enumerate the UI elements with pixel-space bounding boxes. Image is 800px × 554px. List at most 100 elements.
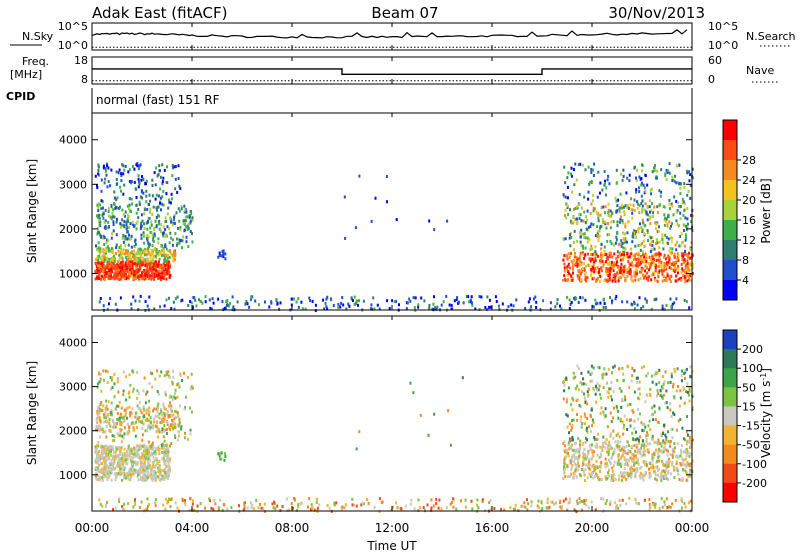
rti-cell (673, 396, 676, 400)
rti-cell (96, 468, 99, 472)
rti-cell (140, 224, 143, 228)
rti-cell (158, 214, 160, 218)
rti-cell (629, 247, 632, 251)
rti-cell (659, 194, 662, 198)
rti-cell (455, 507, 458, 511)
rti-cell (158, 452, 161, 456)
rti-cell (174, 232, 177, 236)
rti-cell (634, 438, 637, 442)
rti-cell (146, 238, 149, 242)
rti-cell (125, 398, 128, 402)
rti-cell (96, 203, 99, 207)
rti-cell (524, 505, 527, 509)
rti-cell (635, 445, 638, 449)
rti-cell (640, 202, 643, 205)
rti-cell (653, 260, 656, 264)
rti-cell (406, 301, 409, 305)
noise-sky-series (91, 29, 688, 39)
rti-cell (167, 413, 170, 417)
rti-cell (189, 497, 192, 501)
rti-cell (652, 503, 655, 507)
rti-cell (169, 201, 172, 205)
rti-cell (96, 214, 98, 218)
rti-cell (525, 498, 528, 502)
rti-cell (683, 223, 686, 227)
rti-cell (141, 219, 144, 223)
rti-cell (622, 255, 625, 259)
rti-cell (376, 303, 379, 307)
rti-cell (660, 264, 663, 267)
rti-cell (191, 386, 194, 390)
rti-cell (164, 264, 167, 267)
rti-cell (652, 214, 654, 218)
rti-cell (664, 216, 666, 220)
rti-cell (608, 272, 611, 276)
rti-cell (145, 478, 148, 481)
rti-cell (123, 460, 126, 464)
rti-cell (109, 376, 112, 379)
rti-cell (583, 453, 586, 457)
rti-cell (576, 500, 579, 504)
rti-cell (165, 265, 168, 269)
rti-cell (594, 245, 597, 249)
rti-cell (155, 456, 158, 460)
rti-cell (133, 167, 136, 171)
rti-cell (178, 417, 181, 421)
rti-cell (677, 384, 679, 388)
rti-cell (681, 267, 684, 271)
rti-cell (678, 182, 681, 186)
rti-cell (163, 424, 166, 427)
rti-cell (219, 498, 222, 502)
rti-cell (147, 245, 150, 249)
rti-cell (588, 237, 591, 241)
rti-cell (446, 219, 449, 223)
rti-cell (622, 471, 625, 475)
rti-cell (616, 461, 619, 465)
rti-cell (131, 469, 134, 473)
rti-cell (657, 275, 660, 279)
rti-cell (110, 469, 113, 473)
rti-cell (151, 259, 154, 263)
rti-cell (156, 390, 159, 393)
rti-cell (345, 307, 348, 311)
rti-cell (470, 295, 473, 299)
rti-cell (585, 279, 588, 283)
rti-cell (610, 220, 613, 224)
rti-cell (134, 471, 137, 475)
rti-cell (641, 218, 644, 222)
rti-cell (120, 469, 123, 473)
rti-cell (116, 411, 119, 415)
rti-cell (623, 395, 626, 399)
rti-cell (226, 303, 229, 307)
rti-cell (614, 196, 617, 200)
rti-cell (625, 477, 628, 481)
rti-cell (602, 445, 605, 449)
rti-cell (535, 300, 538, 304)
rti-cell (649, 257, 652, 261)
rti-cell (587, 452, 590, 456)
rti-cell (597, 170, 600, 174)
rti-cell (617, 416, 620, 420)
rti-cell (140, 461, 143, 465)
rti-cell (107, 166, 110, 170)
rti-cell (501, 302, 504, 306)
rti-cell (610, 380, 613, 384)
rti-cell (94, 445, 97, 449)
rti-cell (109, 215, 112, 219)
rti-cell (566, 475, 569, 479)
rti-cell (95, 262, 97, 266)
rti-cell (110, 247, 113, 250)
rti-cell (676, 278, 679, 282)
rti-cell (176, 237, 179, 241)
rti-cell (103, 416, 106, 419)
rti-cell (575, 475, 578, 479)
rti-cell (572, 260, 575, 264)
rti-cell (636, 202, 639, 206)
rti-cell (613, 406, 615, 410)
rti-cell (577, 163, 580, 167)
rti-cell (165, 272, 168, 276)
rti-cell (172, 256, 175, 260)
rti-cell (579, 271, 582, 275)
rti-cell (161, 271, 164, 275)
rti-cell (201, 301, 204, 305)
